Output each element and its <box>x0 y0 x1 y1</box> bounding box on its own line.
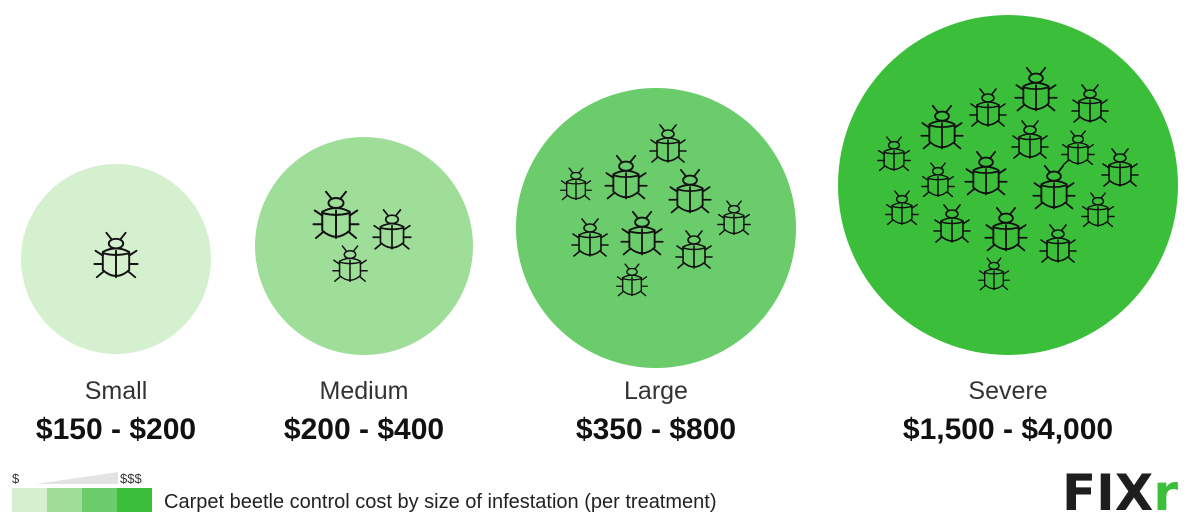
size-circle <box>255 137 473 355</box>
price-label: $1,500 - $4,000 <box>903 413 1113 446</box>
size-label: Medium <box>320 377 409 405</box>
size-label: Large <box>624 377 688 405</box>
logo: FIXr <box>1062 464 1178 522</box>
size-circle <box>838 15 1178 355</box>
size-label: Small <box>85 377 148 405</box>
size-circle <box>516 88 796 368</box>
legend-swatch <box>12 488 47 512</box>
legend-high: $$$ <box>120 471 142 486</box>
legend-caption: Carpet beetle control cost by size of in… <box>164 491 717 513</box>
legend-swatch <box>47 488 82 512</box>
logo-accent: r <box>1153 464 1178 522</box>
legend-low: $ <box>12 471 20 486</box>
size-label: Severe <box>968 377 1047 405</box>
legend-swatch <box>117 488 152 512</box>
legend-swatch <box>82 488 117 512</box>
price-label: $350 - $800 <box>576 413 736 446</box>
scale-wedge <box>36 472 118 484</box>
logo-text: FIX <box>1062 464 1153 522</box>
price-label: $150 - $200 <box>36 413 196 446</box>
price-label: $200 - $400 <box>284 413 444 446</box>
